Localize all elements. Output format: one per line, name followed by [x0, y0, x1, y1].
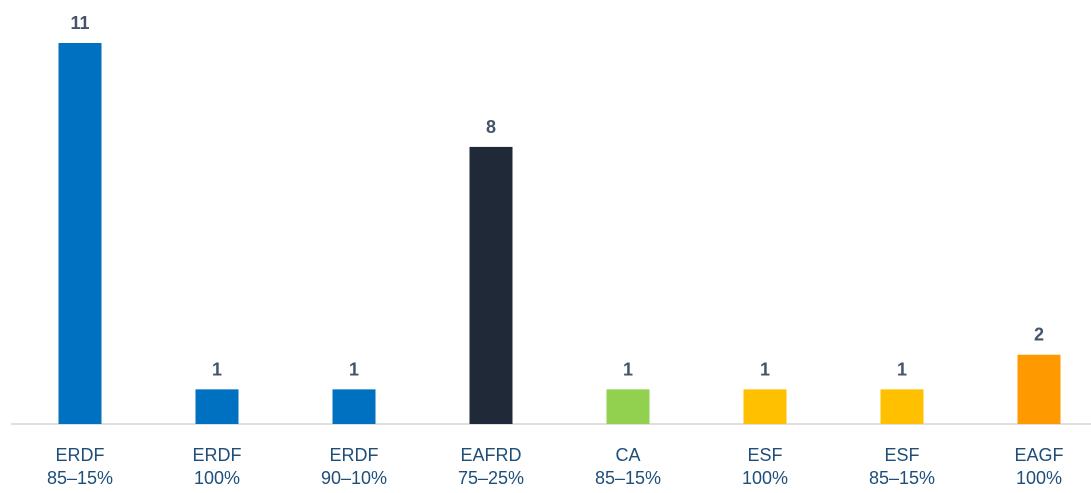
- x-tick-label: 85–15%: [595, 468, 661, 488]
- bar: [606, 389, 650, 424]
- x-tick-label: EAFRD: [460, 445, 521, 465]
- value-label: 1: [623, 359, 633, 379]
- x-tick-label: ESF: [747, 445, 782, 465]
- bar: [332, 389, 376, 424]
- bar: [1017, 354, 1061, 424]
- x-tick-label: 75–25%: [458, 468, 524, 488]
- value-label: 8: [486, 117, 496, 137]
- x-tick-label: ERDF: [193, 445, 242, 465]
- x-tick-label: 100%: [1016, 468, 1062, 488]
- x-tick-label: 90–10%: [321, 468, 387, 488]
- x-tick-label: ERDF: [330, 445, 379, 465]
- x-tick-label: 100%: [194, 468, 240, 488]
- bar: [469, 146, 513, 424]
- value-label: 1: [212, 359, 222, 379]
- value-label: 11: [70, 13, 89, 33]
- x-tick-label: ERDF: [56, 445, 105, 465]
- x-tick-label: CA: [615, 445, 640, 465]
- x-tick-label: 85–15%: [47, 468, 113, 488]
- value-label: 2: [1034, 325, 1044, 345]
- bar: [743, 389, 787, 424]
- x-tick-label: ESF: [884, 445, 919, 465]
- value-label: 1: [349, 359, 359, 379]
- x-tick-label: EAGF: [1014, 445, 1063, 465]
- bar: [880, 389, 924, 424]
- value-label: 1: [897, 359, 907, 379]
- x-tick-label: 100%: [742, 468, 788, 488]
- x-tick-label: 85–15%: [869, 468, 935, 488]
- bar: [195, 389, 239, 424]
- value-label: 1: [760, 359, 770, 379]
- bar: [58, 43, 102, 424]
